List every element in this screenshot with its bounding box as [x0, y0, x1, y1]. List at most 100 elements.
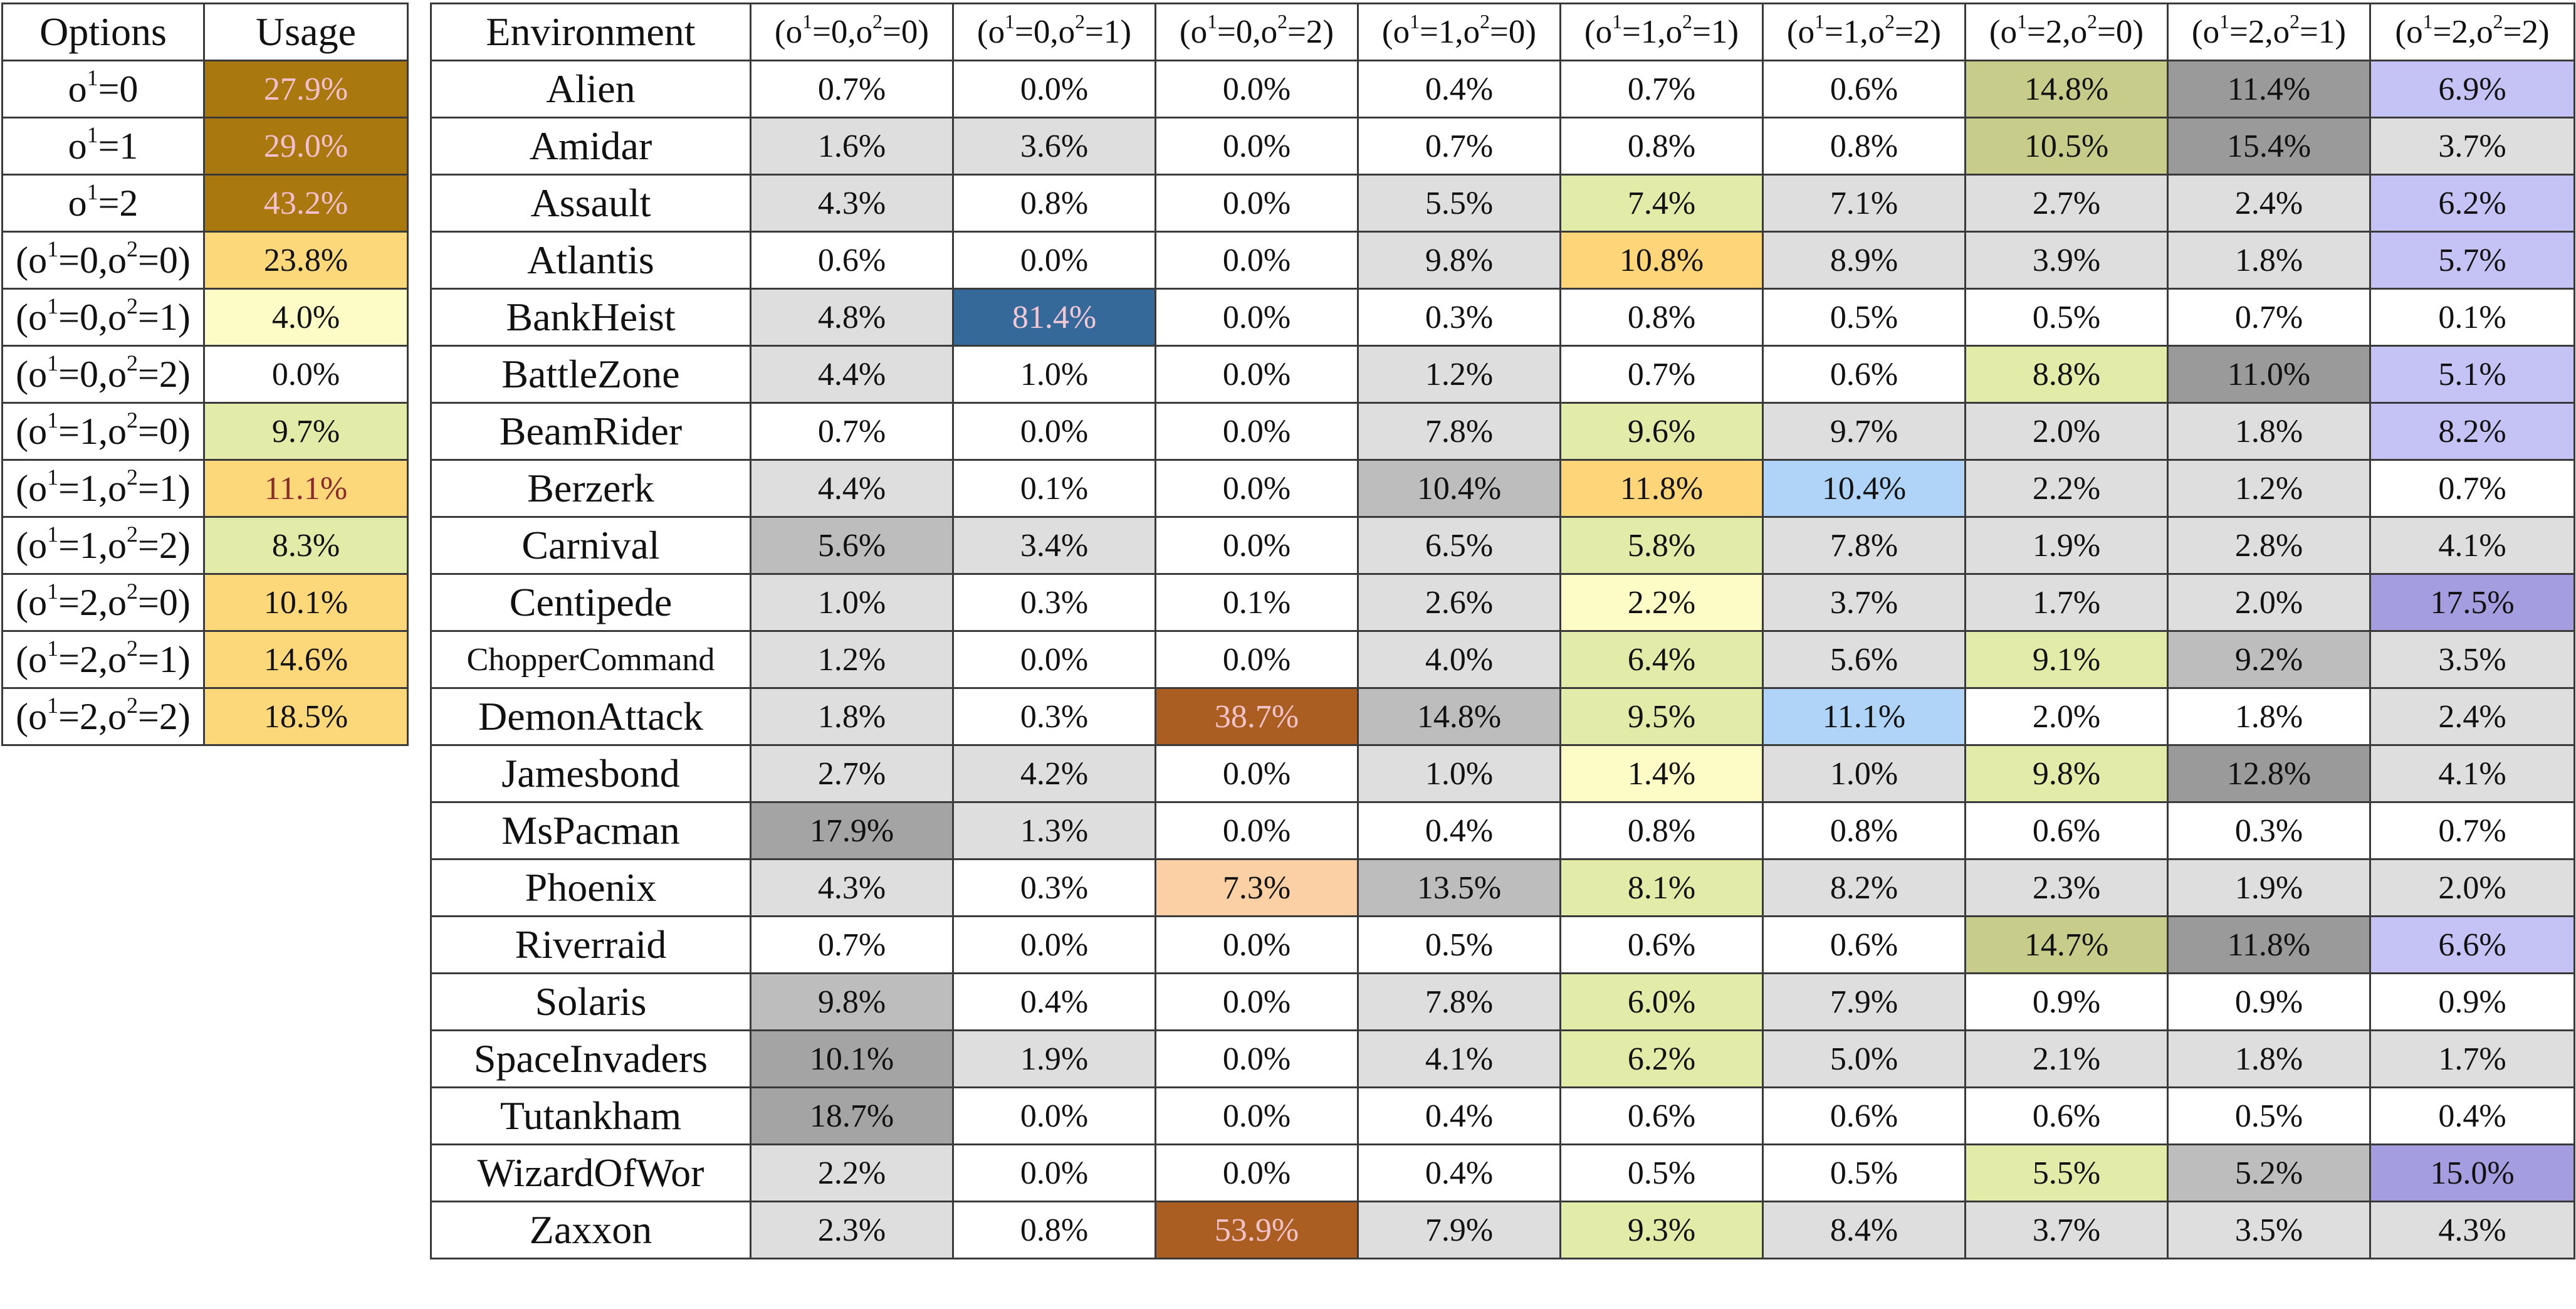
usage-value: 0.0% [203, 345, 409, 404]
option-o1-value: 1 [80, 467, 98, 509]
usage-cell: 15.4% [2167, 117, 2371, 176]
usage-cell: 9.8% [1357, 231, 1561, 290]
usage-cell: 0.4% [1357, 1143, 1561, 1202]
usage-cell: 0.3% [2167, 801, 2371, 860]
usage-cell: 0.5% [2167, 1086, 2371, 1145]
option-o2-value: 0 [901, 14, 918, 50]
usage-cell: 0.0% [1154, 516, 1359, 575]
usage-cell: 4.4% [750, 459, 954, 518]
option-label: (o1=1,o2=0) [1, 402, 205, 461]
usage-cell: 0.7% [1559, 345, 1764, 404]
usage-cell: 0.8% [952, 1201, 1156, 1259]
option-column-header: (o1=1,o2=0) [1357, 3, 1561, 61]
environment-name: SpaceInvaders [430, 1029, 751, 1088]
environment-row: Carnival 5.6% 3.4% 0.0% 6.5% 5.8% 7.8% 1.9% 2.8%… [430, 516, 2575, 575]
environment-row: BankHeist 4.8% 81.4% 0.0% 0.3% 0.8% 0.5% 0.5% 0.… [430, 288, 2575, 347]
environment-name: BankHeist [430, 288, 751, 347]
env-header-row: Environment (o1=0,o2=0) (o1=0,o2=1) (o1=0,… [430, 3, 2575, 61]
environment-name: BattleZone [430, 345, 751, 404]
usage-cell: 6.9% [2369, 60, 2575, 118]
usage-cell: 11.8% [1559, 459, 1764, 518]
usage-cell: 2.3% [750, 1201, 954, 1259]
usage-cell: 2.3% [1964, 858, 2169, 917]
usage-cell: 6.2% [1559, 1029, 1764, 1088]
usage-cell: 7.1% [1762, 174, 1966, 233]
environment-name: BeamRider [430, 402, 751, 461]
usage-value: 8.3% [203, 516, 409, 575]
option-o1-value: 1 [80, 410, 98, 452]
usage-cell: 11.4% [2167, 60, 2371, 118]
usage-cell: 5.5% [1964, 1143, 2169, 1202]
usage-cell: 3.6% [952, 117, 1156, 176]
usage-value: 43.2% [203, 174, 409, 233]
usage-cell: 5.5% [1357, 174, 1561, 233]
usage-cell: 8.2% [1762, 858, 1966, 917]
usage-cell: 5.6% [1762, 630, 1966, 689]
option-column-header: (o1=1,o2=1) [1559, 3, 1764, 61]
usage-cell: 2.8% [2167, 516, 2371, 575]
usage-cell: 0.5% [1964, 288, 2169, 347]
usage-cell: 0.0% [1154, 174, 1359, 233]
option-o1-value: 2 [80, 581, 98, 623]
usage-cell: 0.0% [952, 231, 1156, 290]
usage-cell: 6.6% [2369, 915, 2575, 974]
usage-header-row: Options Usage [1, 3, 409, 61]
option-column-header: (o1=1,o2=2) [1762, 3, 1966, 61]
usage-cell: 1.0% [1762, 744, 1966, 803]
usage-cell: 3.4% [952, 516, 1156, 575]
usage-row: (o1=2,o2=1) 14.6% [1, 630, 409, 689]
usage-value: 9.7% [203, 402, 409, 461]
usage-value: 18.5% [203, 687, 409, 746]
usage-value: 11.1% [203, 459, 409, 518]
usage-cell: 3.7% [1762, 573, 1966, 632]
usage-cell: 1.7% [1964, 573, 2169, 632]
usage-cell: 10.5% [1964, 117, 2169, 176]
usage-cell: 1.9% [2167, 858, 2371, 917]
usage-cell: 2.1% [1964, 1029, 2169, 1088]
usage-cell: 17.9% [750, 801, 954, 860]
option-label: (o1=2,o2=2) [1, 687, 205, 746]
usage-cell: 1.2% [750, 630, 954, 689]
usage-cell: 4.3% [2369, 1201, 2575, 1259]
usage-cell: 0.9% [2167, 972, 2371, 1031]
option-label: (o1=0,o2=2) [1, 345, 205, 404]
usage-cell: 0.6% [1762, 1086, 1966, 1145]
usage-cell: 0.5% [1559, 1143, 1764, 1202]
environment-row: Assault 4.3% 0.8% 0.0% 5.5% 7.4% 7.1% 2.7% 2.4% 6… [430, 174, 2575, 233]
option-label: (o1=1,o2=2) [1, 516, 205, 575]
environment-name: MsPacman [430, 801, 751, 860]
usage-cell: 5.2% [2167, 1143, 2371, 1202]
usage-cell: 6.5% [1357, 516, 1561, 575]
usage-cell: 53.9% [1154, 1201, 1359, 1259]
usage-row: (o1=1,o2=1) 11.1% [1, 459, 409, 518]
usage-cell: 7.8% [1762, 516, 1966, 575]
usage-cell: 1.0% [750, 573, 954, 632]
usage-cell: 0.7% [2167, 288, 2371, 347]
usage-cell: 5.1% [2369, 345, 2575, 404]
usage-cell: 0.4% [1357, 1086, 1561, 1145]
usage-cell: 2.0% [2167, 573, 2371, 632]
usage-cell: 7.3% [1154, 858, 1359, 917]
usage-cell: 10.4% [1762, 459, 1966, 518]
usage-cell: 2.7% [750, 744, 954, 803]
usage-cell: 0.0% [1154, 744, 1359, 803]
usage-cell: 0.0% [1154, 972, 1359, 1031]
usage-cell: 1.6% [750, 117, 954, 176]
environment-row: Atlantis 0.6% 0.0% 0.0% 9.8% 10.8% 8.9% 3.9% 1.8… [430, 231, 2575, 290]
usage-cell: 0.4% [1357, 60, 1561, 118]
usage-cell: 0.0% [1154, 915, 1359, 974]
usage-cell: 6.4% [1559, 630, 1764, 689]
usage-cell: 1.3% [952, 801, 1156, 860]
usage-value: 10.1% [203, 573, 409, 632]
usage-cell: 10.8% [1559, 231, 1764, 290]
usage-header: Usage [203, 3, 409, 61]
option-o2-value: 2 [159, 353, 178, 395]
environment-row: Amidar 1.6% 3.6% 0.0% 0.7% 0.8% 0.8% 10.5% 15.4%… [430, 117, 2575, 176]
usage-row: (o1=1,o2=2) 8.3% [1, 516, 409, 575]
usage-cell: 0.5% [1357, 915, 1561, 974]
environment-name: Solaris [430, 972, 751, 1031]
usage-cell: 1.2% [2167, 459, 2371, 518]
usage-cell: 0.0% [1154, 288, 1359, 347]
usage-cell: 18.7% [750, 1086, 954, 1145]
usage-cell: 9.1% [1964, 630, 2169, 689]
